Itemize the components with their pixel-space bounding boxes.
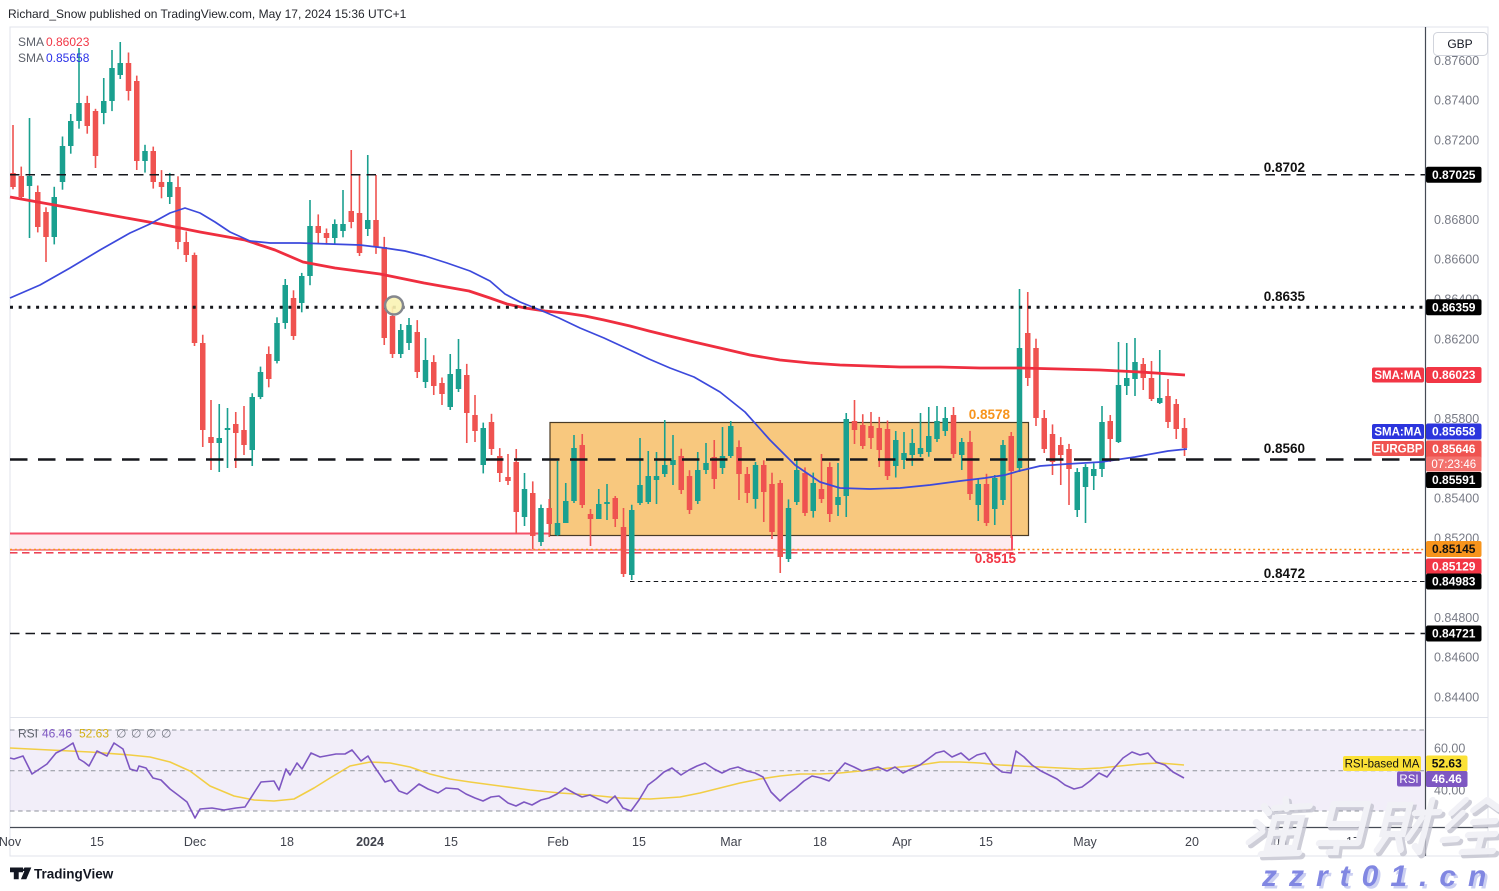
svg-text:0.87025: 0.87025 [1432,168,1476,182]
svg-text:0.86023: 0.86023 [1432,368,1476,382]
svg-text:15: 15 [632,835,646,849]
svg-text:46.46: 46.46 [1432,772,1462,786]
svg-text:Mar: Mar [720,835,742,849]
svg-text:0.84983: 0.84983 [1432,575,1476,589]
svg-text:0.87400: 0.87400 [1434,94,1479,108]
svg-text:52.63: 52.63 [1432,757,1462,771]
svg-text:0.85658: 0.85658 [1432,425,1476,439]
svg-text:0.85145: 0.85145 [1432,542,1476,556]
svg-text:18: 18 [813,835,827,849]
svg-text:0.8702: 0.8702 [1264,160,1305,175]
svg-text:zzrt01.cn: zzrt01.cn [1264,863,1499,891]
svg-text:0.84600: 0.84600 [1434,651,1479,665]
svg-text:∅: ∅ [146,727,156,741]
svg-text:46.46: 46.46 [42,727,72,741]
svg-text:Apr: Apr [892,835,911,849]
svg-text:Feb: Feb [547,835,569,849]
svg-text:0.84800: 0.84800 [1434,611,1479,625]
svg-text:SMA:MA: SMA:MA [1374,370,1421,382]
svg-text:May: May [1073,835,1097,849]
svg-text:Dec: Dec [184,835,206,849]
svg-text:15: 15 [979,835,993,849]
svg-text:SMA: SMA [18,35,44,49]
svg-text:RSI: RSI [18,727,38,741]
svg-text:SMA:MA: SMA:MA [1374,427,1421,439]
svg-text:20: 20 [1185,835,1199,849]
svg-text:0.8578: 0.8578 [969,407,1011,422]
svg-text:0.85400: 0.85400 [1434,492,1479,506]
svg-text:zzrt01.cn: zzrt01.cn [1261,860,1498,891]
svg-text:0.86023: 0.86023 [46,35,90,49]
svg-text:∅: ∅ [161,727,171,741]
svg-text:0.8560: 0.8560 [1264,441,1305,456]
svg-text:0.86600: 0.86600 [1434,253,1479,267]
svg-text:0.87200: 0.87200 [1434,133,1479,147]
svg-text:0.85658: 0.85658 [46,51,90,65]
svg-text:0.86800: 0.86800 [1434,213,1479,227]
svg-text:15: 15 [444,835,458,849]
svg-text:∅: ∅ [131,727,141,741]
svg-text:GBP: GBP [1447,37,1472,51]
svg-text:18: 18 [280,835,294,849]
svg-text:07:23:46: 07:23:46 [1431,459,1476,471]
svg-text:Richard_Snow published on Trad: Richard_Snow published on TradingView.co… [8,7,407,21]
svg-text:Nov: Nov [0,835,22,849]
svg-text:0.84400: 0.84400 [1434,691,1479,705]
svg-text:0.8472: 0.8472 [1264,566,1305,581]
svg-text:0.8515: 0.8515 [975,551,1017,566]
svg-text:0.86200: 0.86200 [1434,332,1479,346]
svg-text:52.63: 52.63 [79,727,109,741]
svg-text:0.85646: 0.85646 [1432,442,1476,456]
svg-text:2024: 2024 [356,835,384,849]
svg-text:EURGBP: EURGBP [1373,444,1423,456]
svg-text:0.86359: 0.86359 [1432,300,1476,314]
svg-text:15: 15 [90,835,104,849]
svg-text:TradingView: TradingView [34,867,114,882]
svg-text:∅: ∅ [116,727,126,741]
svg-text:0.8635: 0.8635 [1264,289,1306,304]
svg-text:0.85800: 0.85800 [1434,412,1479,426]
svg-text:60.00: 60.00 [1434,742,1465,756]
svg-text:RSI-based MA: RSI-based MA [1345,759,1420,771]
svg-text:RSI: RSI [1399,774,1418,786]
svg-text:0.85591: 0.85591 [1432,473,1476,487]
svg-text:0.87600: 0.87600 [1434,54,1479,68]
svg-text:0.85129: 0.85129 [1432,560,1476,574]
svg-text:0.84721: 0.84721 [1432,627,1476,641]
svg-text:SMA: SMA [18,51,44,65]
